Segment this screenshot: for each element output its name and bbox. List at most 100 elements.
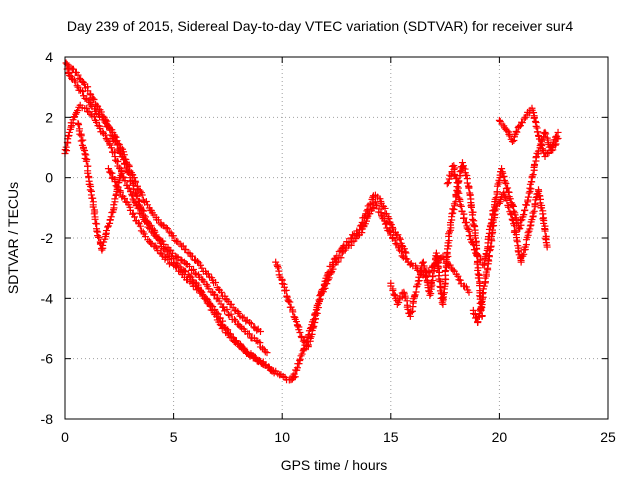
data-point: [85, 97, 93, 105]
x-tick-label: 25: [600, 429, 616, 445]
data-point: [169, 232, 177, 240]
data-point: [401, 248, 409, 256]
data-point: [532, 122, 540, 130]
data-point: [499, 169, 507, 177]
data-point: [290, 370, 298, 378]
data-point: [210, 291, 218, 299]
data-point: [82, 151, 90, 159]
data-point: [534, 147, 542, 155]
data-point: [92, 118, 100, 126]
y-tick-label: -6: [41, 351, 54, 367]
data-point: [506, 132, 514, 140]
data-point: [548, 144, 556, 151]
data-point: [107, 144, 115, 152]
data-point: [156, 239, 164, 247]
data-point: [515, 248, 523, 256]
data-point: [117, 172, 125, 180]
data-point: [468, 215, 476, 223]
data-point: [495, 116, 503, 124]
data-point: [231, 306, 239, 314]
data-point: [462, 283, 470, 291]
data-point: [297, 352, 305, 360]
data-point: [517, 217, 525, 225]
data-point: [296, 329, 304, 337]
data-point: [91, 215, 99, 223]
data-point: [116, 149, 124, 157]
data-point: [381, 220, 389, 228]
data-point: [337, 254, 345, 262]
data-point: [111, 178, 119, 186]
data-point: [358, 229, 366, 237]
data-point: [147, 239, 155, 247]
data-point: [304, 332, 312, 340]
data-point: [250, 323, 258, 331]
data-point: [136, 222, 144, 230]
data-point: [131, 199, 139, 207]
data-point: [82, 157, 90, 165]
data-point: [73, 82, 81, 90]
data-point: [460, 214, 468, 222]
data-point: [137, 210, 145, 218]
y-tick-label: -2: [41, 230, 54, 246]
data-point: [79, 145, 87, 153]
data-point: [470, 246, 478, 254]
data-point: [75, 121, 83, 129]
data-point: [422, 273, 430, 281]
data-point: [113, 141, 121, 149]
data-point: [486, 247, 494, 255]
data-point: [539, 215, 547, 223]
data-point: [121, 160, 129, 168]
data-point: [456, 201, 464, 209]
data-point: [65, 128, 73, 136]
data-point: [128, 176, 136, 184]
data-point: [473, 260, 481, 268]
data-point: [142, 217, 150, 225]
data-point: [285, 297, 293, 305]
data-point: [528, 172, 536, 180]
data-point: [120, 156, 128, 164]
x-tick-label: 15: [383, 429, 399, 445]
data-point: [543, 149, 551, 157]
data-point: [395, 234, 403, 242]
data-point: [102, 227, 110, 235]
data-point: [484, 264, 492, 272]
data-point: [548, 142, 556, 150]
data-point: [444, 179, 452, 187]
data-point: [372, 198, 380, 206]
data-point: [147, 225, 155, 233]
data-point: [455, 194, 463, 202]
data-point: [366, 200, 374, 208]
data-point: [212, 278, 220, 286]
data-point: [99, 241, 107, 249]
data-point: [500, 176, 508, 184]
data-point: [435, 263, 443, 271]
y-axis-label: SDTVAR / TECUs: [5, 182, 21, 294]
data-point: [458, 159, 466, 167]
data-point: [311, 310, 319, 318]
data-point: [270, 369, 278, 377]
data-point: [213, 309, 221, 317]
series-track-10: [74, 119, 125, 254]
data-point: [474, 313, 482, 321]
data-point: [508, 216, 516, 224]
data-point: [160, 245, 168, 253]
data-point: [121, 194, 129, 202]
data-point: [154, 216, 162, 224]
data-point: [531, 200, 539, 208]
data-point: [306, 325, 314, 332]
data-point: [391, 236, 399, 244]
data-point: [253, 357, 261, 365]
chart-title: Day 239 of 2015, Sidereal Day-to-day VTE…: [67, 18, 573, 34]
data-point: [295, 360, 303, 368]
data-point: [71, 78, 79, 86]
data-point: [446, 261, 454, 269]
data-point: [104, 165, 112, 173]
data-point: [533, 128, 541, 136]
data-point: [443, 180, 451, 188]
data-point: [86, 186, 94, 194]
data-point: [512, 128, 520, 136]
data-point: [543, 243, 551, 251]
data-point: [392, 240, 400, 248]
data-point: [207, 301, 215, 309]
